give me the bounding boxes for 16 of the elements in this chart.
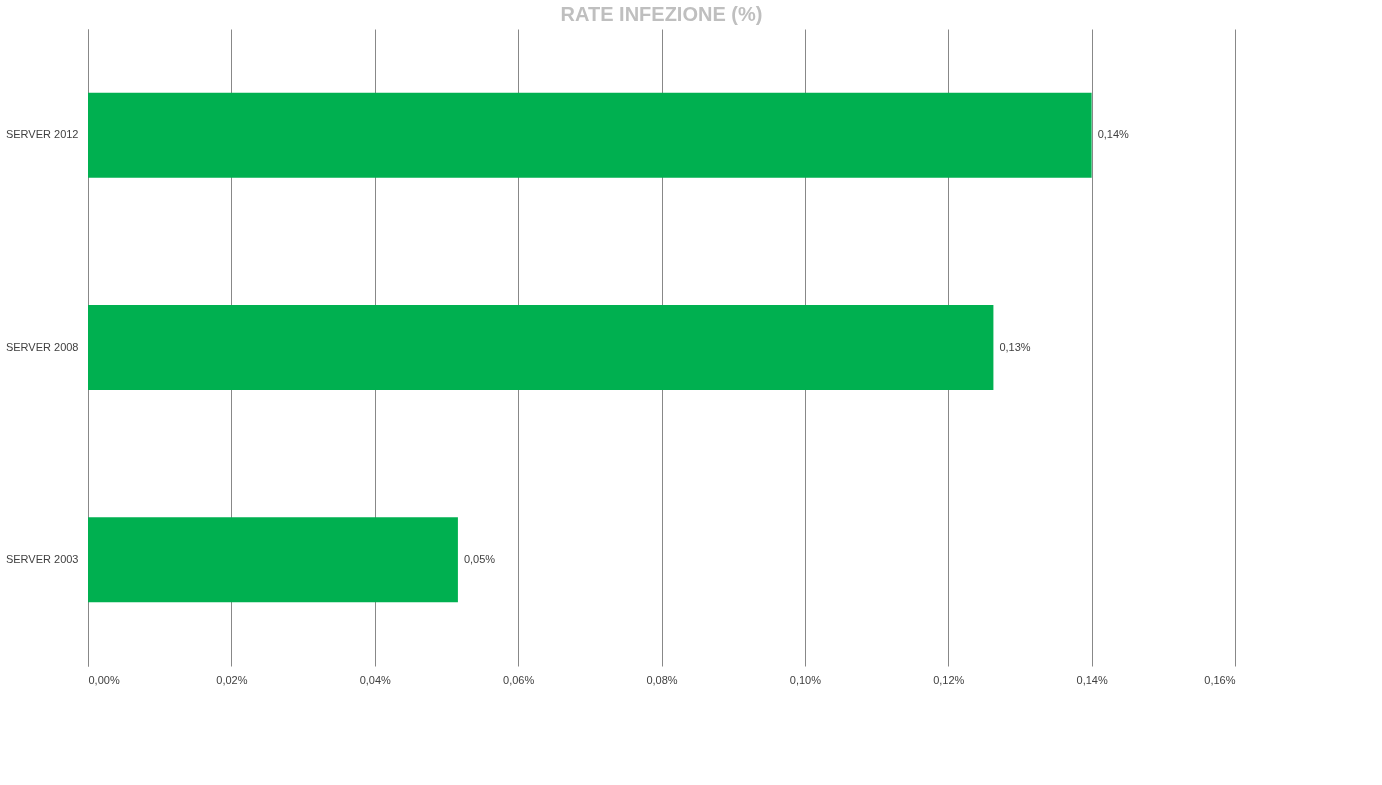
x-tick-label: 0,04% bbox=[359, 673, 392, 686]
chart-title: RATE INFEZIONE (%) bbox=[560, 3, 763, 25]
x-tick-label: 0,10% bbox=[789, 673, 822, 686]
x-tick-label: 0,14% bbox=[1076, 673, 1108, 686]
data-label: 0,14% bbox=[1097, 128, 1130, 141]
x-tick-label: 0,00% bbox=[88, 673, 120, 686]
x-tick-label: 0,06% bbox=[503, 673, 535, 686]
x-tick-label: 0,02% bbox=[216, 673, 248, 686]
data-label: 0,05% bbox=[463, 552, 496, 565]
x-tick-label: 0,08% bbox=[646, 673, 678, 686]
y-tick-label: SERVER 2003 bbox=[5, 552, 79, 565]
x-tick-label: 0,12% bbox=[933, 673, 965, 686]
x-tick-label: 0,16% bbox=[1204, 673, 1236, 686]
y-tick-label: SERVER 2008 bbox=[5, 340, 79, 353]
y-tick-label: SERVER 2012 bbox=[5, 128, 79, 141]
data-label: 0,13% bbox=[999, 340, 1031, 353]
